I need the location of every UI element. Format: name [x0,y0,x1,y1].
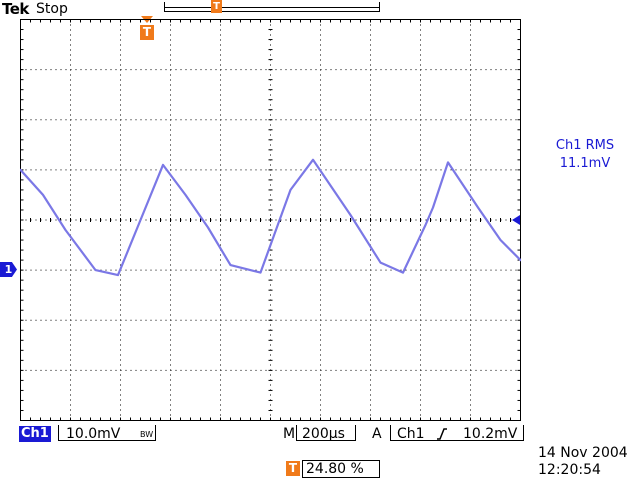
main-timebase-label: M [283,426,296,442]
channel-label[interactable]: Ch1 [19,426,51,442]
trigger-source: Ch1 [397,426,425,442]
trigger-position-percent: 24.80 % [306,461,364,477]
channel-scale-box [58,425,156,441]
measurement-value: 11.1mV [559,156,611,171]
timebase-box [296,425,356,441]
trigger-position-box [302,460,380,478]
ch1-ground-marker[interactable]: 1 [0,262,17,277]
timebase-value: 200µs [302,426,345,442]
trigger-position-marker[interactable]: T [140,25,154,40]
channel-scale: 10.0mV [66,426,121,442]
ch1-waveform-trace [20,158,521,277]
acquisition-state: Stop [36,1,68,17]
measurement-label: Ch1 RMS [555,138,615,153]
bandwidth-limit-badge: BW [140,430,154,439]
trigger-mode-label: A [372,426,382,442]
date-readout: 14 Nov 2004 [538,445,628,461]
trigger-level-arrow-icon[interactable] [512,215,520,225]
brand-logo: Tek [2,0,29,18]
record-trigger-marker[interactable]: T [211,0,222,13]
trigger-position-icon: T [286,461,300,476]
graticule [20,19,521,421]
rising-edge-icon [437,428,447,440]
time-readout: 12:20:54 [538,462,601,478]
trigger-box [390,425,524,441]
trigger-level: 10.2mV [463,426,518,442]
record-length-line [164,7,380,8]
